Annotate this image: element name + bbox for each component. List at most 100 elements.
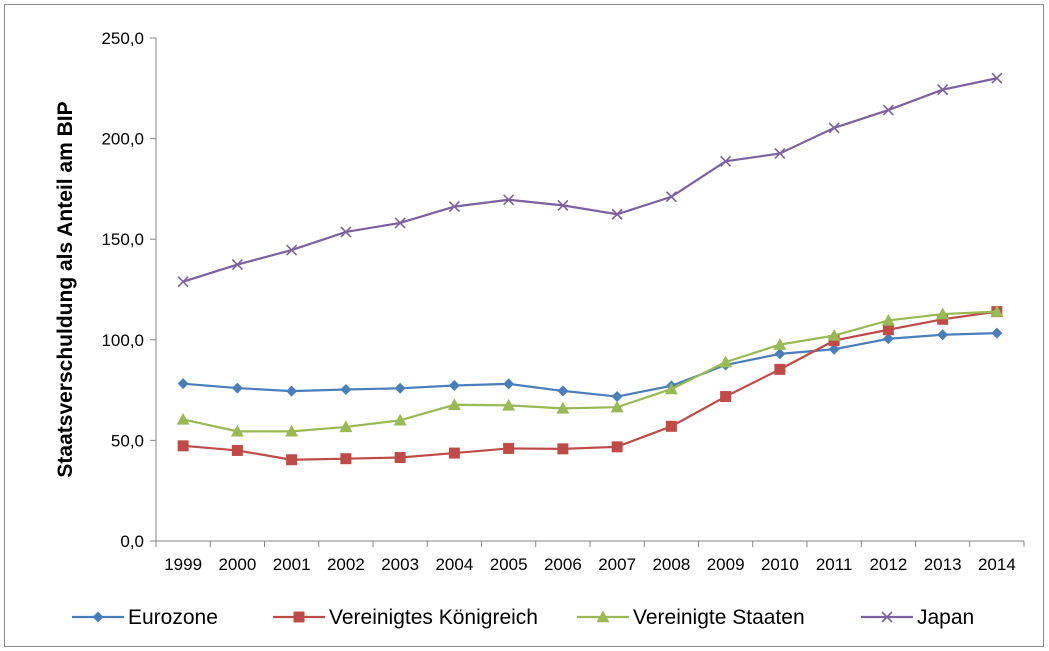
legend-label-vereinigte-staaten: Vereinigte Staaten <box>633 606 805 629</box>
data-point-vereinigte-staaten <box>339 420 353 433</box>
data-point-japan <box>774 147 786 160</box>
series-line-japan <box>182 77 998 283</box>
y-tick-label: 0,0 <box>120 532 144 551</box>
data-point-vereinigte-staaten <box>176 412 190 425</box>
legend-label-vereinigtes-k-nigreich: Vereinigtes Königreich <box>329 606 538 629</box>
x-tick-label: 2010 <box>761 555 799 574</box>
x-tick-label: 2001 <box>273 555 311 574</box>
data-point-vereinigtes-k-nigreich <box>394 452 406 464</box>
data-point-japan <box>828 122 840 134</box>
series-vereinigtes-k-nigreich <box>177 306 1003 466</box>
data-point-eurozone <box>286 385 298 397</box>
data-point-eurozone <box>340 383 352 395</box>
x-tick-label: 2000 <box>218 555 256 574</box>
data-point-vereinigte-staaten <box>610 400 624 413</box>
data-point-eurozone <box>557 385 569 397</box>
data-point-vereinigtes-k-nigreich <box>503 442 515 454</box>
data-point-japan <box>177 276 189 288</box>
series-line-eurozone <box>183 332 997 398</box>
data-point-japan <box>286 244 298 256</box>
x-tick-label: 2013 <box>924 555 962 574</box>
data-point-eurozone <box>882 333 894 345</box>
series-vereinigte-staaten <box>176 305 1004 437</box>
data-point-eurozone <box>448 379 460 391</box>
series-line-vereinigtes-k-nigreich <box>183 310 998 461</box>
data-point-vereinigte-staaten <box>719 355 733 368</box>
data-point-vereinigtes-k-nigreich <box>611 441 623 453</box>
data-point-eurozone <box>828 343 840 355</box>
data-point-eurozone <box>231 382 243 394</box>
data-point-japan <box>720 155 732 167</box>
legend-label-eurozone: Eurozone <box>128 606 218 629</box>
y-ticks: 0,0 50,0 100,0 150,0 200,0 250,0 <box>101 29 156 551</box>
data-point-vereinigte-staaten <box>393 413 407 426</box>
data-point-vereinigtes-k-nigreich <box>665 420 677 432</box>
data-point-eurozone <box>774 348 786 360</box>
data-point-vereinigte-staaten <box>556 401 570 414</box>
data-point-eurozone <box>394 382 406 394</box>
legend-marker-vereinigtes-k-nigreich <box>293 611 305 623</box>
data-point-vereinigte-staaten <box>664 382 678 395</box>
data-point-vereinigtes-k-nigreich <box>286 454 298 466</box>
data-point-japan <box>340 226 352 238</box>
data-point-japan <box>231 258 243 271</box>
x-tick-label: 2005 <box>490 555 528 574</box>
y-tick-label: 100,0 <box>101 331 144 350</box>
data-point-vereinigtes-k-nigreich <box>720 391 732 403</box>
data-point-japan <box>665 191 677 203</box>
legend-item-japan: Japan <box>861 606 974 629</box>
x-tick-label: 2011 <box>816 555 853 574</box>
data-point-vereinigtes-k-nigreich <box>937 313 949 325</box>
series-group <box>176 72 1004 466</box>
data-point-eurozone <box>503 378 515 390</box>
x-tick-label: 2008 <box>652 555 690 574</box>
data-point-vereinigte-staaten <box>990 305 1004 317</box>
x-tick-label: 2006 <box>544 555 582 574</box>
series-japan <box>177 72 1003 288</box>
series-line-vereinigte-staaten <box>182 310 997 433</box>
x-tick-label: 2004 <box>435 555 473 574</box>
legend-item-vereinigte-staaten: Vereinigte Staaten <box>577 606 805 629</box>
data-point-vereinigtes-k-nigreich <box>557 443 569 455</box>
data-point-vereinigte-staaten <box>447 398 461 410</box>
data-point-vereinigte-staaten <box>285 424 299 437</box>
data-point-vereinigtes-k-nigreich <box>774 363 786 375</box>
x-ticks: 1999 2000 2001 2002 2003 2004 2005 2006 2007 2008… <box>155 541 1025 574</box>
legend-item-vereinigtes-k-nigreich: Vereinigtes Königreich <box>273 606 538 629</box>
axes: 0,0 50,0 100,0 150,0 200,0 250,0 1999 2000 2001… <box>101 29 1025 574</box>
y-tick-label: 250,0 <box>101 29 144 48</box>
data-point-vereinigte-staaten <box>936 307 950 320</box>
data-point-vereinigte-staaten <box>827 329 841 341</box>
legend: Eurozone Vereinigtes Königreich Vereinigte… <box>72 606 974 629</box>
y-axis-title: Staatsverschuldung als Anteil am BIP <box>54 101 77 477</box>
data-point-japan <box>882 104 894 116</box>
x-tick-label: 2003 <box>381 555 419 574</box>
data-point-vereinigte-staaten <box>230 424 244 437</box>
data-point-japan <box>937 84 949 96</box>
legend-marker-vereinigte-staaten <box>596 610 610 623</box>
data-point-vereinigtes-k-nigreich <box>231 444 243 456</box>
data-point-japan <box>394 217 406 229</box>
data-point-japan <box>611 208 623 220</box>
data-point-vereinigte-staaten <box>881 313 895 326</box>
data-point-vereinigte-staaten <box>502 398 516 411</box>
x-tick-label: 1999 <box>164 555 202 574</box>
y-tick-label: 50,0 <box>111 431 144 450</box>
data-point-vereinigte-staaten <box>773 338 787 350</box>
data-point-eurozone <box>177 378 189 390</box>
data-point-eurozone <box>991 327 1003 339</box>
y-tick-label: 150,0 <box>101 230 144 249</box>
legend-marker-eurozone <box>92 611 104 623</box>
x-tick-label: 2014 <box>978 555 1016 574</box>
data-point-japan <box>448 201 460 213</box>
y-tick-label: 200,0 <box>101 130 144 149</box>
x-tick-label: 2009 <box>707 555 745 574</box>
data-point-eurozone <box>611 391 623 403</box>
x-tick-label: 2002 <box>327 555 365 574</box>
legend-item-eurozone: Eurozone <box>72 606 218 629</box>
data-point-japan <box>503 194 515 206</box>
data-point-vereinigtes-k-nigreich <box>340 453 352 465</box>
data-point-japan <box>557 199 569 211</box>
series-eurozone <box>177 327 1003 403</box>
